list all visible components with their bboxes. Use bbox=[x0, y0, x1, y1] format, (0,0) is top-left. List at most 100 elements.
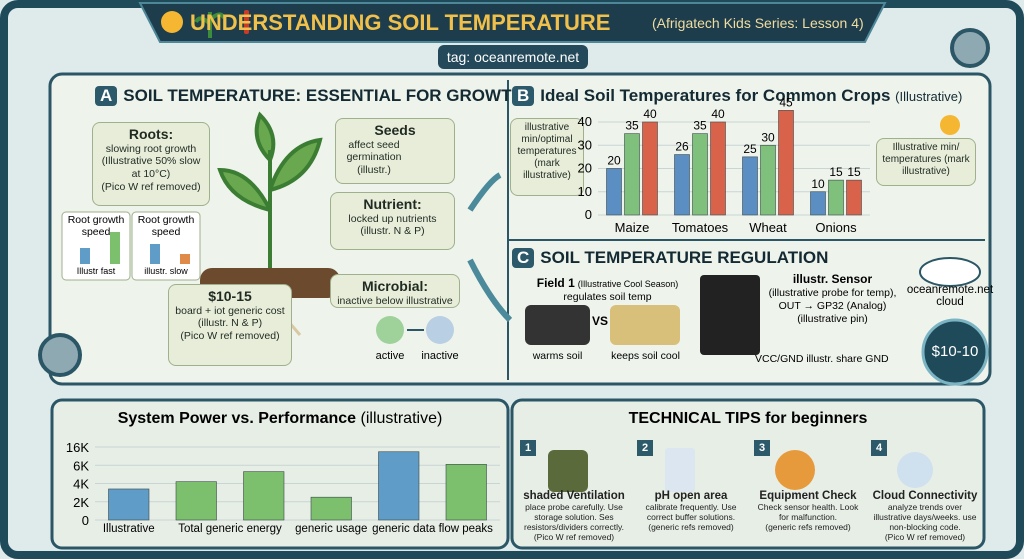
x-tick-label: Tomatoes bbox=[672, 220, 729, 235]
value-label: 40 bbox=[711, 107, 725, 121]
bar bbox=[445, 464, 487, 521]
sensor-line: (illustrative pin) bbox=[797, 313, 868, 326]
box-text: board + iot generic cost (illustr. N & P… bbox=[175, 304, 285, 330]
chart-title: System Power vs. Performance bbox=[117, 410, 357, 427]
tip: 1 shaded Ventilation place probe carefully… bbox=[518, 440, 630, 542]
sensor-footer: VCC/GND illustr. share GND bbox=[755, 353, 889, 365]
title-subtitle: (Illustrative) bbox=[895, 89, 963, 104]
mini-chart-title: Root growth speed bbox=[67, 214, 125, 238]
value-label: 25 bbox=[743, 142, 757, 156]
bar bbox=[692, 133, 708, 216]
y-tick-label: 0 bbox=[82, 513, 89, 528]
tip-title: shaded Ventilation bbox=[523, 490, 625, 502]
x-tick-label: Total generic energy bbox=[178, 523, 282, 535]
bar bbox=[243, 471, 285, 521]
x-tick-label: Wheat bbox=[749, 220, 787, 235]
title-text: SOIL TEMPERATURE REGULATION bbox=[540, 248, 829, 267]
box-title: Nutrient: bbox=[363, 196, 422, 212]
tip-note: (Pico W ref removed) bbox=[533, 531, 615, 542]
roots-box: Roots: slowing root growth (Illustrative … bbox=[92, 122, 210, 206]
section-c-title: C SOIL TEMPERATURE REGULATION bbox=[512, 248, 828, 268]
section-letter: B bbox=[512, 86, 535, 106]
tip-number: 3 bbox=[754, 440, 770, 456]
x-tick-label: generic usage bbox=[295, 523, 367, 535]
bar bbox=[778, 110, 794, 216]
box-note: (Pico W ref removed) bbox=[180, 329, 280, 342]
bar bbox=[624, 133, 640, 216]
y-tick-label: 20 bbox=[578, 161, 592, 176]
value-label: 35 bbox=[625, 119, 639, 133]
bar bbox=[742, 156, 758, 216]
box-text: affect seed germination (illustr.) bbox=[346, 138, 402, 176]
tip-number: 1 bbox=[520, 440, 536, 456]
x-tick-label: Maize bbox=[615, 220, 650, 235]
sensor-title: illustr. Sensor bbox=[792, 272, 873, 286]
section-a-title: A SOIL TEMPERATURE: ESSENTIAL FOR GROWTH bbox=[95, 86, 524, 106]
cloud-label: oceanremote.net cloud bbox=[906, 284, 994, 308]
tips-title: TECHNICAL TIPS for beginners bbox=[628, 410, 868, 427]
chart-subtitle: (illustrative) bbox=[360, 410, 443, 427]
bar bbox=[606, 168, 622, 216]
value-label: 15 bbox=[829, 165, 843, 179]
y-tick-label: 2K bbox=[73, 495, 89, 510]
bar bbox=[846, 179, 862, 216]
tip-number: 4 bbox=[871, 440, 887, 456]
power-title: System Power vs. Performance (illustrati… bbox=[55, 410, 505, 428]
field-text: regulates soil temp bbox=[563, 290, 652, 303]
bar bbox=[760, 144, 776, 216]
tip-title: pH open area bbox=[654, 490, 728, 502]
microbial-box: Microbial: inactive below illustrative bbox=[330, 274, 460, 308]
y-tick-label: 10 bbox=[578, 184, 592, 199]
tip: 2 pH open area calibrate frequently. Use c… bbox=[635, 440, 747, 542]
x-tick-label: Illustrative bbox=[103, 523, 155, 535]
mini-chart-title: Root growth speed bbox=[137, 214, 195, 238]
value-label: 20 bbox=[607, 154, 621, 168]
tag: tag: oceanremote.net bbox=[446, 49, 580, 65]
field-box: Field 1 (Illustrative Cool Season) regula… bbox=[525, 276, 690, 303]
sensor-line: OUT → GP32 (Analog) bbox=[778, 300, 887, 313]
y-tick-label: 40 bbox=[578, 114, 592, 129]
tip-title: Equipment Check bbox=[759, 490, 857, 502]
box-title: Seeds bbox=[374, 122, 416, 138]
box-text: slowing root growth (Illustrative 50% sl… bbox=[101, 142, 201, 180]
value-label: 40 bbox=[643, 107, 657, 121]
value-label: 45 bbox=[779, 95, 793, 109]
seeds-box: Seeds affect seed germination (illustr.) bbox=[335, 118, 455, 184]
box-title: $10-15 bbox=[208, 288, 252, 304]
left-note: illustrative min/optimal temperatures (m… bbox=[510, 118, 584, 196]
sensor-line: (illustrative probe for temp), bbox=[768, 287, 897, 300]
bar bbox=[175, 481, 217, 521]
box-title: Roots: bbox=[128, 126, 174, 142]
bar bbox=[310, 496, 352, 521]
section-letter: C bbox=[512, 248, 535, 268]
inactive-label: inactive bbox=[421, 350, 459, 362]
vs-label: VS bbox=[591, 314, 608, 328]
bar bbox=[710, 121, 726, 216]
box-title: Microbial: bbox=[361, 278, 429, 294]
box-text: locked up nutrients (illustr. N & P) bbox=[348, 212, 437, 238]
tip-note: (generic refs removed) bbox=[765, 521, 851, 532]
y-tick-label: 4K bbox=[73, 477, 89, 492]
bar bbox=[642, 121, 658, 216]
value-label: 26 bbox=[675, 140, 689, 154]
y-tick-label: 30 bbox=[578, 137, 592, 152]
section-b-title: B Ideal Soil Temperatures for Common Crop… bbox=[512, 86, 962, 106]
y-tick-label: 6K bbox=[73, 458, 89, 473]
x-tick-label: generic data flow peaks bbox=[372, 523, 493, 535]
cost-box: $10-15 board + iot generic cost (illustr.… bbox=[168, 284, 292, 366]
mini-chart-label: illustr. slow bbox=[144, 266, 188, 276]
tip-note: (Pico W ref removed) bbox=[884, 531, 966, 542]
tip-title: Cloud Connectivity bbox=[872, 490, 978, 502]
tip: 3 Equipment Check Check sensor health. Loo… bbox=[752, 440, 864, 542]
mini-chart-label: Illustr fast bbox=[76, 266, 116, 276]
badge: $10-10 bbox=[931, 343, 979, 360]
section-letter: A bbox=[95, 86, 118, 106]
tip: 4 Cloud Connectivity analyze trends over i… bbox=[869, 440, 981, 542]
tip-text: Check sensor health. Look for malfunctio… bbox=[757, 502, 859, 522]
value-label: 35 bbox=[693, 119, 707, 133]
bar bbox=[828, 179, 844, 216]
box-note: (Pico W ref removed) bbox=[101, 180, 201, 193]
bar bbox=[378, 451, 420, 521]
